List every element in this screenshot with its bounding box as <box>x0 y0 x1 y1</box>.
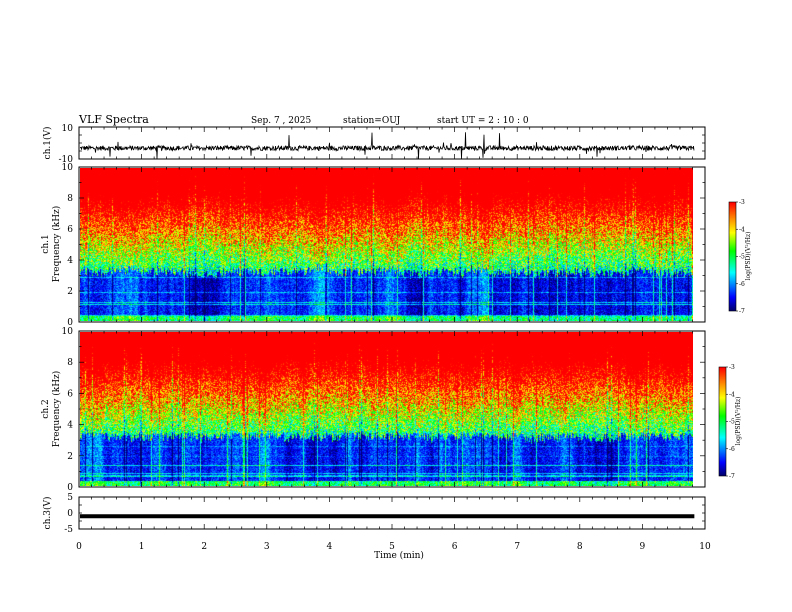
ch2-colorbar-tick-label: -6 <box>729 446 735 453</box>
ch1-spectrogram-ylabel-channel: ch.1 <box>41 234 51 253</box>
ch1-ytick-top: 10 <box>62 124 74 134</box>
ch2-spectrogram-ylabel-channel: ch.2 <box>41 399 51 418</box>
time-tick-label: 4 <box>327 542 333 552</box>
ch1-colorbar-tick-label: -4 <box>739 226 745 233</box>
ch2-colorbar-tick-label: -7 <box>729 473 735 480</box>
time-tick-label: 3 <box>264 542 270 552</box>
header-date: Sep. 7 , 2025 <box>251 116 311 126</box>
time-axis-ticks <box>78 126 706 530</box>
ch2-spectrogram-ytick-label: 2 <box>67 452 73 462</box>
ch1-colorbar-gradient <box>729 202 736 311</box>
ch2-spectrogram-ytick-label: 0 <box>67 483 73 493</box>
time-tick-label: 8 <box>577 542 583 552</box>
ch3-ytick-middle: 0 <box>67 509 73 519</box>
ch1-spectrogram-ytick-label: 0 <box>67 318 73 328</box>
ch1-colorbar-tick-label: -6 <box>739 281 745 288</box>
ch1-colorbar-tick-label: -7 <box>739 308 745 315</box>
time-axis-tick-labels: 0 1 2 3 4 5 6 7 8 9 10 <box>76 542 711 552</box>
time-tick-label: 0 <box>76 542 82 552</box>
ch1-colorbar-label: log(PSD)(V²/Hz) <box>745 232 752 281</box>
ch1-colorbar: -3 -4 -5 -6 -7 log(PSD)(V²/Hz) <box>728 199 752 315</box>
time-tick-label: 7 <box>514 542 520 552</box>
time-tick-label: 2 <box>201 542 207 552</box>
time-axis-label: Time (min) <box>374 550 424 561</box>
ch1-spectrogram-ytick-label: 8 <box>67 194 73 204</box>
time-tick-label: 1 <box>139 542 145 552</box>
ch3-waveform-ylabel: ch.3(V) <box>42 497 53 530</box>
ch1-colorbar-tick-label: -5 <box>739 254 745 261</box>
time-tick-label: 5 <box>389 542 395 552</box>
ch2-spectrogram-ytick-label: 4 <box>67 421 73 431</box>
time-tick-label: 10 <box>699 542 711 552</box>
ch2-spectrogram-panel: 0 2 4 6 8 10 ch.2 Frequency (kHz) <box>41 327 706 493</box>
ch1-spectrogram-ytick-label: 4 <box>67 256 73 266</box>
ch2-spectrogram-image <box>80 332 693 486</box>
ch2-colorbar-tick-label: -4 <box>729 391 735 398</box>
ch1-spectrogram-image <box>80 168 693 321</box>
ch2-colorbar: -3 -4 -5 -6 -7 log(PSD)(V²/Hz) <box>718 364 742 480</box>
ch1-spectrogram-panel: 0 2 4 6 8 10 ch.1 Frequency (kHz) <box>41 163 706 328</box>
ch2-spectrogram-ytick-label: 6 <box>67 389 73 399</box>
header-station: station=OUJ <box>343 116 401 126</box>
ch1-colorbar-tick-label: -3 <box>739 199 745 206</box>
ch2-colorbar-tick-label: -3 <box>729 364 735 371</box>
ch3-ytick-bottom: -5 <box>64 525 73 535</box>
ch3-ytick-top: 5 <box>67 493 73 503</box>
ch1-waveform-ylabel: ch.1(V) <box>42 127 53 160</box>
ch1-spectrogram-ytick-label: 6 <box>67 225 73 235</box>
ch1-spectrogram-ytick-label: 2 <box>67 287 73 297</box>
ch2-colorbar-gradient <box>719 367 726 476</box>
ch1-waveform-trace <box>79 132 695 160</box>
ch2-spectrogram-ylabel-frequency: Frequency (kHz) <box>51 371 62 448</box>
ch1-ytick-bottom: -10 <box>59 155 74 165</box>
ch2-colorbar-tick-label: -5 <box>729 419 735 426</box>
ch1-spectrogram-ylabel-frequency: Frequency (kHz) <box>51 206 62 283</box>
time-tick-label: 9 <box>640 542 646 552</box>
figure-title: VLF Spectra <box>78 113 149 126</box>
ch2-colorbar-label: log(PSD)(V²/Hz) <box>735 397 742 446</box>
ch1-spectrogram-ytick-label: 10 <box>62 163 74 173</box>
header-start-time: start UT = 2 : 10 : 0 <box>437 116 529 126</box>
ch2-spectrogram-ytick-label: 8 <box>67 358 73 368</box>
ch2-spectrogram-ytick-label: 10 <box>62 327 74 337</box>
time-tick-label: 6 <box>452 542 458 552</box>
